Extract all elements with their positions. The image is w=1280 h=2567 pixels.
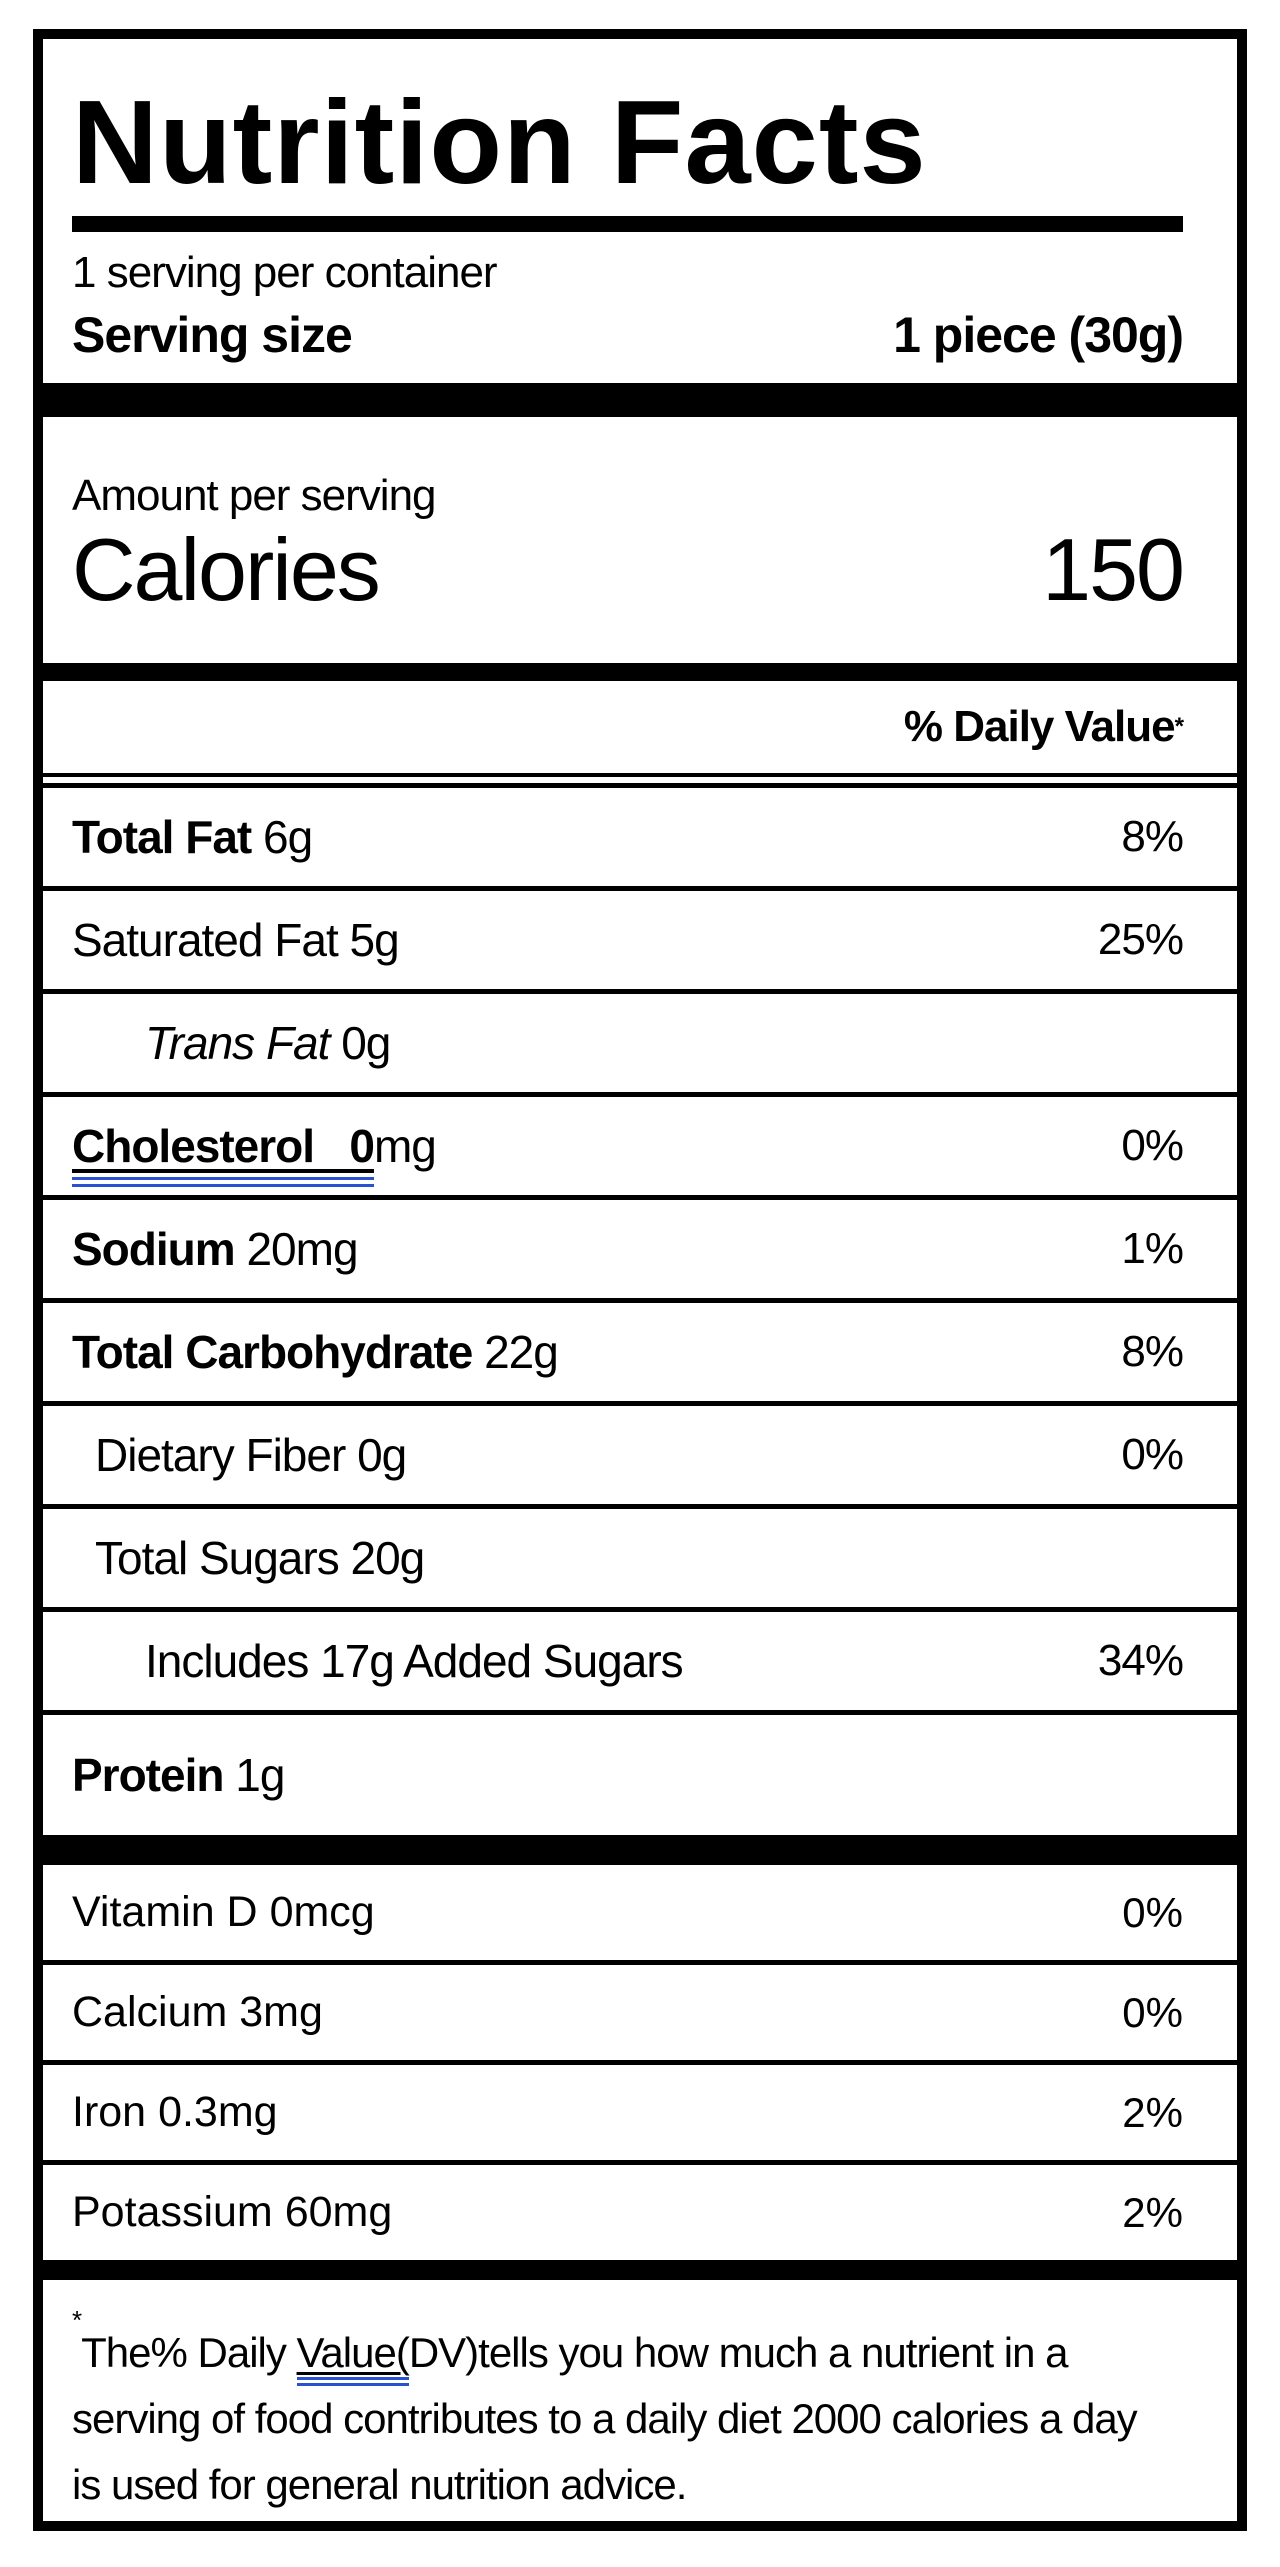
nutrient-amount: 22g <box>484 1326 559 1378</box>
nutrient-name-marked: Cholesterol 0 <box>72 1120 375 1187</box>
calories-row: Calories 150 <box>72 520 1185 619</box>
nutrient-dv: 0% <box>1121 1121 1184 1170</box>
nutrient-amount: mg <box>373 1120 437 1172</box>
nutrient-name: Sodium <box>72 1223 236 1275</box>
nutrition-facts-label: Nutrition Facts 1 serving per container … <box>33 29 1247 2531</box>
nutrient-name: Saturated Fat <box>72 914 339 966</box>
nutrient-row: Total Carbohydrate 22g 8% <box>43 1303 1237 1406</box>
nutrient-dv: 0% <box>1122 1888 1183 1936</box>
calories-value: 150 <box>1042 520 1185 619</box>
nutrient-text: Includes 17g Added Sugars <box>72 1634 1098 1688</box>
nutrient-dv: 1% <box>1121 1224 1184 1273</box>
nutrient-dv: 0% <box>1121 1430 1184 1479</box>
nutrient-dv: 2% <box>1122 2188 1183 2236</box>
serving-size-row: Serving size 1 piece (30g) <box>72 306 1184 364</box>
nutrient-row: Includes 17g Added Sugars 34% <box>43 1612 1237 1715</box>
nutrient-text: Vitamin D 0mcg <box>72 1888 1122 1937</box>
nutrient-amount: 1g <box>235 1749 285 1801</box>
nutrient-name: Dietary Fiber <box>95 1429 346 1481</box>
nutrient-text: Protein 1g <box>72 1748 1183 1802</box>
nutrient-row: Sodium 20mg 1% <box>43 1200 1237 1303</box>
nutrient-text: Total Carbohydrate 22g <box>72 1325 1121 1379</box>
footnote-text: The% Daily Value(DV)tells you how much a… <box>72 2329 1138 2508</box>
nutrient-text: Sodium 20mg <box>72 1222 1121 1276</box>
footnote: *The% Daily Value(DV)tells you how much … <box>43 2280 1237 2518</box>
title-rule <box>72 216 1183 232</box>
micronutrient-table: Vitamin D 0mcg 0% Calcium 3mg 0% Iron 0.3mg 2… <box>43 1865 1237 2260</box>
page-title: Nutrition Facts <box>72 76 927 209</box>
nutrient-dv: 8% <box>1121 1327 1184 1376</box>
nutrient-table: Total Fat 6g 8% Saturated Fat 5g 25% Trans F… <box>43 783 1237 1835</box>
nutrient-name: Calcium <box>72 1988 228 2036</box>
serving-size-label: Serving size <box>72 307 353 363</box>
serving-size-value: 1 piece (30g) <box>893 307 1184 363</box>
footnote-marked-text: Value( <box>296 2329 410 2386</box>
nutrient-row: Vitamin D 0mcg 0% <box>43 1865 1237 1965</box>
calories-label: Calories <box>72 520 381 619</box>
nutrient-name: Iron <box>72 2088 147 2136</box>
nutrient-amount: 6g <box>263 811 313 863</box>
nutrient-dv: 34% <box>1097 1636 1184 1685</box>
nutrient-dv: 0% <box>1122 1988 1183 2036</box>
nutrient-dv: 8% <box>1121 812 1184 861</box>
daily-value-header-label: % Daily Value <box>903 702 1176 751</box>
nutrient-row: Trans Fat 0g <box>43 994 1237 1097</box>
nutrient-row: Saturated Fat 5g 25% <box>43 891 1237 994</box>
section-divider <box>43 383 1237 417</box>
nutrient-row: Calcium 3mg 0% <box>43 1965 1237 2065</box>
nutrient-name: Vitamin D <box>72 1888 258 1936</box>
nutrient-text: Total Sugars 20g <box>72 1531 1183 1585</box>
servings-per-container: 1 serving per container <box>72 248 498 297</box>
nutrient-text: Iron 0.3mg <box>72 2088 1122 2137</box>
row-gap <box>43 777 1237 783</box>
nutrient-amount: 20mg <box>246 1223 358 1275</box>
nutrient-text: Total Fat 6g <box>72 810 1121 864</box>
nutrient-row: Iron 0.3mg 2% <box>43 2065 1237 2165</box>
section-divider <box>43 663 1237 681</box>
nutrient-amount: 60mg <box>284 2188 393 2236</box>
section-divider <box>43 1835 1237 1865</box>
nutrient-name: Total Fat <box>72 811 252 863</box>
nutrient-amount: 3mg <box>239 1988 323 2036</box>
nutrient-amount: 20g <box>350 1532 425 1584</box>
nutrient-row: Potassium 60mg 2% <box>43 2165 1237 2260</box>
nutrient-row: Total Fat 6g 8% <box>43 788 1237 891</box>
nutrient-name: Potassium <box>72 2188 273 2236</box>
nutrient-amount: 0g <box>357 1429 407 1481</box>
nutrient-name: Includes 17g Added Sugars <box>145 1635 684 1687</box>
nutrient-amount: 5g <box>349 914 400 966</box>
label-header: Nutrition Facts 1 serving per container … <box>43 39 1237 383</box>
nutrient-text: Saturated Fat 5g <box>72 913 1098 967</box>
nutrient-name: Trans Fat <box>145 1017 330 1069</box>
nutrient-amount: 0g <box>341 1017 391 1069</box>
footnote-segment: DV)tells you how much a nutrient in a se… <box>72 2329 1138 2508</box>
calories-section: Amount per serving Calories 150 <box>43 417 1237 663</box>
nutrient-name: Protein <box>72 1749 224 1801</box>
nutrient-text: Potassium 60mg <box>72 2188 1122 2237</box>
nutrient-dv: 25% <box>1097 915 1184 964</box>
nutrient-row: Total Sugars 20g <box>43 1509 1237 1612</box>
daily-value-header: % Daily Value * <box>43 681 1237 777</box>
amount-per-serving-label: Amount per serving <box>72 471 437 520</box>
nutrient-row: Dietary Fiber 0g 0% <box>43 1406 1237 1509</box>
nutrient-amount: 0mcg <box>269 1888 375 1936</box>
nutrient-row: Cholesterol 0mg 0% <box>43 1097 1237 1200</box>
nutrient-dv: 2% <box>1122 2088 1183 2136</box>
nutrient-text: Dietary Fiber 0g <box>72 1428 1121 1482</box>
nutrient-name: Total Sugars <box>95 1532 340 1584</box>
section-divider <box>43 2260 1237 2280</box>
footnote-segment: The% Daily <box>81 2329 297 2376</box>
nutrient-name: Total Carbohydrate <box>72 1326 473 1378</box>
nutrient-text: Cholesterol 0mg <box>72 1119 1121 1187</box>
nutrient-row: Protein 1g <box>43 1715 1237 1835</box>
nutrient-text: Trans Fat 0g <box>72 1016 1183 1070</box>
footnote-asterisk: * <box>72 2305 82 2335</box>
nutrient-text: Calcium 3mg <box>72 1988 1122 2037</box>
nutrient-amount: 0.3mg <box>158 2088 278 2136</box>
